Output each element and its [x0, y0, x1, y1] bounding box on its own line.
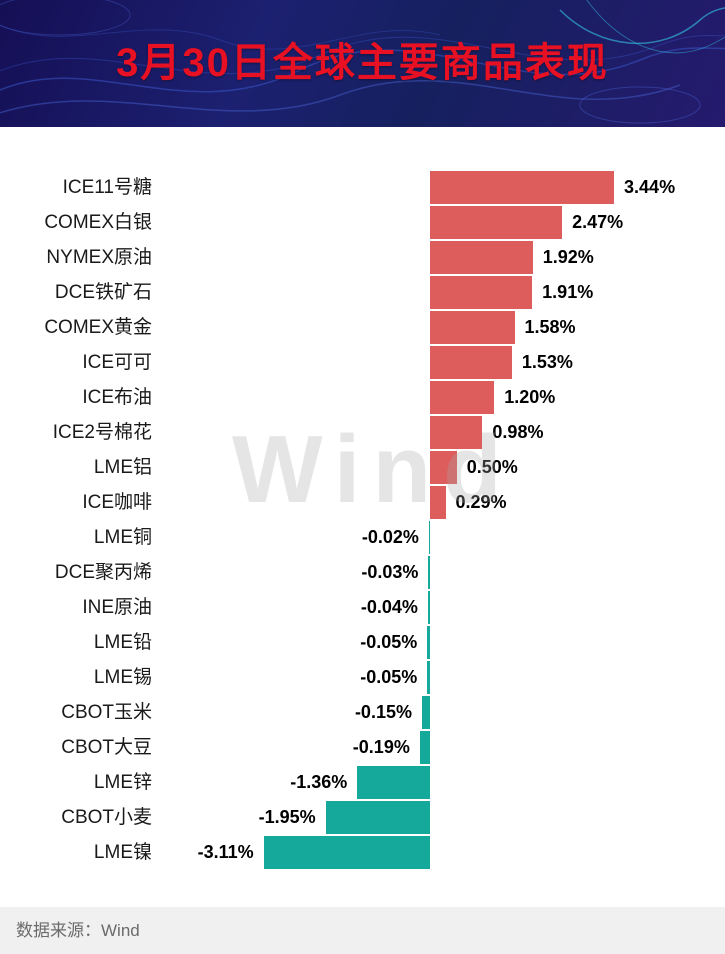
bar — [430, 241, 533, 274]
bar — [430, 381, 495, 414]
bar — [419, 731, 430, 764]
bar-row: ICE咖啡 0.29% — [0, 485, 725, 520]
category-label: DCE聚丙烯 — [54, 562, 152, 583]
bar-row: LME锌 -1.36% — [0, 765, 725, 800]
value-label: 0.29% — [455, 492, 507, 512]
category-label: LME锌 — [93, 772, 152, 793]
bar — [430, 311, 515, 344]
bar-row: CBOT小麦 -1.95% — [0, 800, 725, 835]
value-label: 1.53% — [521, 352, 573, 372]
category-label: LME铅 — [93, 632, 152, 653]
category-label: CBOT小麦 — [61, 807, 152, 828]
bar — [428, 556, 430, 589]
bar — [430, 276, 533, 309]
value-label: -1.95% — [258, 807, 316, 827]
value-label: 1.92% — [542, 247, 594, 267]
bar — [325, 801, 430, 834]
bar-row: NYMEX原油 1.92% — [0, 240, 725, 275]
value-label: 3.44% — [624, 177, 676, 197]
bar — [430, 451, 457, 484]
bar-row: DCE铁矿石 1.91% — [0, 275, 725, 310]
bar-row: COMEX白银 2.47% — [0, 205, 725, 240]
bar — [430, 206, 563, 239]
category-label: ICE咖啡 — [82, 492, 152, 513]
bar — [430, 416, 483, 449]
bar — [430, 346, 512, 379]
category-label: LME镍 — [93, 842, 152, 863]
bar-chart: ICE11号糖 3.44% COMEX白银 2.47% NYMEX原油 1.92% DCE铁… — [0, 170, 725, 870]
value-label: 1.58% — [524, 317, 576, 337]
category-label: DCE铁矿石 — [54, 282, 152, 303]
bar-row: LME铅 -0.05% — [0, 625, 725, 660]
bar-row: LME锡 -0.05% — [0, 660, 725, 695]
value-label: 0.98% — [492, 422, 544, 442]
bar — [428, 521, 430, 554]
category-label: LME铝 — [93, 457, 152, 478]
page-title: 3月30日全球主要商品表现 — [116, 41, 609, 85]
value-label: -0.03% — [361, 562, 419, 582]
value-label: -3.11% — [197, 842, 254, 862]
bar-row: INE原油 -0.04% — [0, 590, 725, 625]
category-label: CBOT大豆 — [61, 737, 152, 758]
category-label: COMEX白银 — [44, 212, 152, 233]
bar-row: LME铜 -0.02% — [0, 520, 725, 555]
value-label: -0.19% — [352, 737, 410, 757]
bar — [263, 836, 430, 869]
data-source-label: 数据来源：Wind — [16, 921, 140, 940]
value-label: -1.36% — [290, 772, 348, 792]
bar — [430, 486, 446, 519]
category-label: LME铜 — [93, 527, 152, 548]
bar-row: COMEX黄金 1.58% — [0, 310, 725, 345]
bar-row: CBOT大豆 -0.19% — [0, 730, 725, 765]
category-label: INE原油 — [82, 597, 152, 618]
bar — [427, 591, 430, 624]
category-label: CBOT玉米 — [61, 702, 152, 723]
value-label: 2.47% — [572, 212, 624, 232]
value-label: -0.05% — [360, 667, 418, 687]
bar — [357, 766, 430, 799]
bar — [421, 696, 430, 729]
bar — [427, 661, 430, 694]
bar-row: ICE2号棉花 0.98% — [0, 415, 725, 450]
category-label: LME锡 — [93, 667, 152, 688]
bar — [430, 171, 615, 204]
bar-row: DCE聚丙烯 -0.03% — [0, 555, 725, 590]
value-label: -0.02% — [361, 527, 419, 547]
value-label: -0.04% — [360, 597, 418, 617]
footer-bar: 数据来源：Wind — [0, 907, 725, 954]
value-label: 1.91% — [542, 282, 594, 302]
category-label: ICE2号棉花 — [52, 422, 152, 443]
category-label: ICE可可 — [82, 352, 152, 373]
contour-pattern-decoration — [0, 0, 725, 124]
bar-row: ICE可可 1.53% — [0, 345, 725, 380]
category-label: NYMEX原油 — [46, 247, 152, 268]
category-label: COMEX黄金 — [44, 317, 152, 338]
header-banner: 3月30日全球主要商品表现 — [0, 0, 725, 127]
value-label: 1.20% — [504, 387, 556, 407]
bar-row: ICE11号糖 3.44% — [0, 170, 725, 205]
bar-row: ICE布油 1.20% — [0, 380, 725, 415]
bar-row: LME铝 0.50% — [0, 450, 725, 485]
category-label: ICE11号糖 — [62, 177, 152, 198]
value-label: -0.15% — [354, 702, 412, 722]
bar-row: LME镍 -3.11% — [0, 835, 725, 870]
category-label: ICE布油 — [82, 387, 152, 408]
bar-row: CBOT玉米 -0.15% — [0, 695, 725, 730]
bar — [427, 626, 430, 659]
value-label: -0.05% — [360, 632, 418, 652]
value-label: 0.50% — [466, 457, 518, 477]
